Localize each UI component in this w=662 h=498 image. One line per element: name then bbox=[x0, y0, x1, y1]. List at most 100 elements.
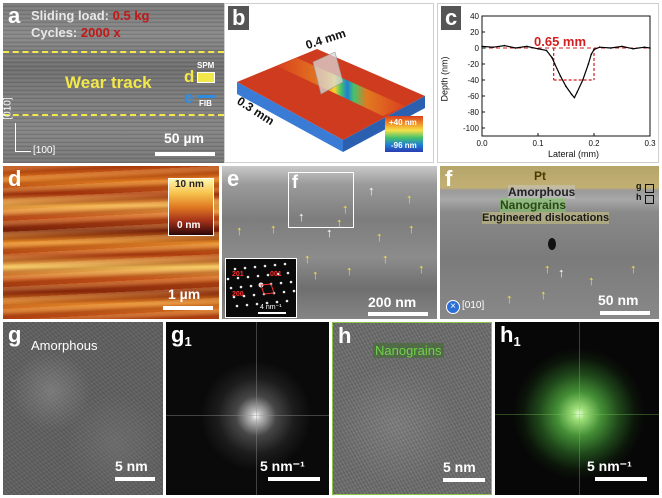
dislocation-arrow: ↑ bbox=[304, 251, 311, 266]
scale-text-f: 50 nm bbox=[598, 292, 639, 308]
panel-label-g1: g1 bbox=[171, 322, 192, 350]
colorbar-b bbox=[385, 116, 423, 152]
panel-f: f Pt Amorphous Nanograins Engineered dis… bbox=[440, 166, 659, 319]
marker-h: h bbox=[636, 192, 642, 202]
depth-point bbox=[559, 75, 562, 77]
dislocation-arrow: ↑ bbox=[236, 223, 243, 238]
depth-point bbox=[593, 48, 595, 51]
panel-label-b: b bbox=[228, 6, 250, 30]
marker-h-box bbox=[645, 195, 654, 204]
scale-bar-d bbox=[163, 306, 213, 310]
panel-label-f: f bbox=[445, 166, 453, 191]
marker-g-box bbox=[645, 184, 654, 193]
diffraction-spot bbox=[282, 290, 286, 294]
diffraction-pattern bbox=[226, 262, 296, 308]
chart-ylabel: Depth (nm) bbox=[439, 56, 450, 102]
wear-track-top-line bbox=[3, 51, 224, 53]
fft-h1 bbox=[507, 342, 651, 486]
diffraction-spot bbox=[253, 265, 257, 269]
scale-text-a: 50 µm bbox=[164, 130, 204, 146]
diffraction-spot bbox=[243, 266, 247, 270]
surface-side-left bbox=[237, 82, 343, 152]
depth-point bbox=[554, 63, 556, 65]
panel-label-e: e bbox=[227, 166, 240, 191]
nanograins-label: Nanograins bbox=[500, 198, 567, 212]
diff-label-201: 201 bbox=[232, 271, 244, 278]
x-tick-label: 0.3 bbox=[644, 139, 656, 148]
panel-h-title: Nanograins bbox=[373, 343, 444, 358]
spm-label: SPM bbox=[197, 61, 215, 70]
depth-point bbox=[570, 93, 573, 96]
panel-label-a: a bbox=[8, 3, 21, 28]
panel-h: h Nanograins 5 nm bbox=[332, 322, 492, 495]
panel-g: g Amorphous 5 nm bbox=[3, 322, 163, 495]
scale-text-g: 5 nm bbox=[115, 458, 148, 474]
depth-point bbox=[643, 46, 646, 48]
zone-axis-icon: × bbox=[446, 300, 460, 314]
diffraction-spot bbox=[266, 273, 270, 277]
depth-point bbox=[621, 45, 623, 48]
y-tick-label: 20 bbox=[470, 28, 479, 37]
chart-annotation: 0.65 mm bbox=[534, 34, 587, 49]
colorbar-d-max: 10 nm bbox=[175, 179, 204, 190]
colorbar-b-max: +40 nm bbox=[389, 118, 417, 127]
dislocation-arrow: ↑ bbox=[382, 251, 389, 266]
x-tick-label: 0.2 bbox=[588, 139, 600, 148]
dislocation-arrow: ↑ bbox=[312, 267, 319, 282]
depth-point bbox=[537, 48, 539, 50]
depth-point bbox=[526, 45, 528, 48]
wear-track-label: Wear track bbox=[65, 73, 152, 92]
diffraction-spot bbox=[232, 295, 236, 299]
diffraction-spot bbox=[286, 271, 290, 275]
y-tick-label: -40 bbox=[467, 76, 479, 85]
depth-point bbox=[503, 44, 506, 47]
scale-text-h1: 5 nm⁻¹ bbox=[587, 458, 632, 474]
plot-frame bbox=[481, 15, 651, 137]
scale-bar-f bbox=[600, 311, 650, 315]
panel-label-h1: h1 bbox=[500, 322, 521, 350]
scale-text-e: 200 nm bbox=[368, 294, 417, 310]
panel-label-d: d bbox=[8, 166, 22, 191]
depth-series-line bbox=[481, 44, 651, 99]
diff-label-200: 200 bbox=[232, 291, 244, 298]
diffraction-spot bbox=[229, 286, 233, 290]
y-tick-label: -20 bbox=[467, 60, 479, 69]
dislocation-arrow: ↑ bbox=[418, 261, 425, 276]
cut-plane bbox=[312, 51, 344, 95]
axis-vertical-line bbox=[15, 123, 16, 151]
diffraction-spot bbox=[285, 299, 289, 303]
panel-g1: g1 5 nm⁻¹ bbox=[166, 322, 329, 495]
axis-100-label: [100] bbox=[33, 145, 56, 156]
depth-point bbox=[481, 45, 483, 48]
depth-point bbox=[649, 47, 651, 49]
depth-point bbox=[598, 46, 601, 48]
scale-bar-a bbox=[155, 152, 215, 156]
depth-point bbox=[576, 91, 578, 93]
fib-label: FIB bbox=[199, 99, 212, 108]
dislocation-arrow: ↑ bbox=[408, 221, 415, 236]
dislocation-arrow: ↑ bbox=[630, 261, 637, 276]
dislocation-arrow: ↑ bbox=[346, 263, 353, 278]
panel-g-image bbox=[3, 322, 163, 495]
dislocation-arrow: ↑ bbox=[342, 201, 349, 216]
depth-point bbox=[632, 48, 634, 50]
dislocation-arrow: ↑ bbox=[544, 261, 551, 276]
dislocations-label: Engineered dislocations bbox=[482, 212, 610, 224]
depth-point bbox=[545, 49, 548, 52]
diffraction-spot bbox=[249, 284, 253, 288]
panel-b: b 0.4 mm 0.3 mm +40 nm -96 nm bbox=[224, 3, 434, 163]
dislocation-arrow: ↑ bbox=[406, 191, 413, 206]
depth-point bbox=[582, 79, 584, 81]
diffraction-spot bbox=[276, 272, 280, 276]
fft-h1-cross-h bbox=[495, 414, 659, 415]
dislocation-arrow: ↑ bbox=[540, 287, 547, 302]
inset-box-label: f bbox=[292, 172, 298, 192]
spm-box bbox=[197, 72, 215, 83]
marker-e: e bbox=[184, 88, 194, 107]
diffraction-spot bbox=[246, 275, 250, 279]
zone-axis-label: [010] bbox=[462, 300, 485, 311]
diffraction-spot bbox=[233, 267, 237, 271]
white-arrow: ↑ bbox=[326, 225, 333, 240]
diffraction-spot bbox=[239, 285, 243, 289]
scale-bar-g1 bbox=[268, 477, 320, 481]
